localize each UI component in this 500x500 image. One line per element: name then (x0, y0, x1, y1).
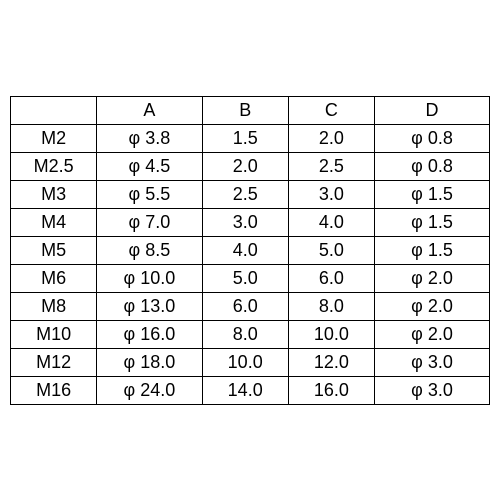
cell-b: 6.0 (202, 292, 288, 320)
row-label: M3 (11, 180, 97, 208)
cell-b: 4.0 (202, 236, 288, 264)
cell-c: 16.0 (288, 376, 374, 404)
table-row: M4 φ 7.0 3.0 4.0 φ 1.5 (11, 208, 490, 236)
table-body: M2 φ 3.8 1.5 2.0 φ 0.8 M2.5 φ 4.5 2.0 2.… (11, 124, 490, 404)
cell-b: 10.0 (202, 348, 288, 376)
table-row: M2.5 φ 4.5 2.0 2.5 φ 0.8 (11, 152, 490, 180)
spec-table-container: A B C D M2 φ 3.8 1.5 2.0 φ 0.8 M2.5 φ 4.… (10, 96, 490, 405)
header-d: D (375, 96, 490, 124)
cell-d: φ 2.0 (375, 264, 490, 292)
cell-b: 1.5 (202, 124, 288, 152)
table-row: M16 φ 24.0 14.0 16.0 φ 3.0 (11, 376, 490, 404)
cell-a: φ 18.0 (97, 348, 202, 376)
cell-d: φ 1.5 (375, 180, 490, 208)
table-row: M8 φ 13.0 6.0 8.0 φ 2.0 (11, 292, 490, 320)
header-b: B (202, 96, 288, 124)
cell-a: φ 3.8 (97, 124, 202, 152)
table-row: M2 φ 3.8 1.5 2.0 φ 0.8 (11, 124, 490, 152)
cell-a: φ 7.0 (97, 208, 202, 236)
table-row: M12 φ 18.0 10.0 12.0 φ 3.0 (11, 348, 490, 376)
header-blank (11, 96, 97, 124)
cell-b: 3.0 (202, 208, 288, 236)
cell-c: 2.0 (288, 124, 374, 152)
cell-d: φ 2.0 (375, 320, 490, 348)
table-row: M10 φ 16.0 8.0 10.0 φ 2.0 (11, 320, 490, 348)
row-label: M2 (11, 124, 97, 152)
cell-b: 8.0 (202, 320, 288, 348)
cell-c: 10.0 (288, 320, 374, 348)
row-label: M4 (11, 208, 97, 236)
cell-a: φ 4.5 (97, 152, 202, 180)
header-c: C (288, 96, 374, 124)
row-label: M10 (11, 320, 97, 348)
cell-a: φ 13.0 (97, 292, 202, 320)
cell-a: φ 8.5 (97, 236, 202, 264)
header-row: A B C D (11, 96, 490, 124)
cell-b: 2.5 (202, 180, 288, 208)
table-row: M3 φ 5.5 2.5 3.0 φ 1.5 (11, 180, 490, 208)
cell-c: 2.5 (288, 152, 374, 180)
header-a: A (97, 96, 202, 124)
row-label: M5 (11, 236, 97, 264)
cell-d: φ 1.5 (375, 236, 490, 264)
row-label: M8 (11, 292, 97, 320)
cell-a: φ 24.0 (97, 376, 202, 404)
cell-d: φ 1.5 (375, 208, 490, 236)
cell-d: φ 2.0 (375, 292, 490, 320)
table-row: M5 φ 8.5 4.0 5.0 φ 1.5 (11, 236, 490, 264)
cell-a: φ 16.0 (97, 320, 202, 348)
cell-b: 5.0 (202, 264, 288, 292)
cell-d: φ 0.8 (375, 152, 490, 180)
cell-d: φ 0.8 (375, 124, 490, 152)
row-label: M12 (11, 348, 97, 376)
cell-a: φ 10.0 (97, 264, 202, 292)
table-row: M6 φ 10.0 5.0 6.0 φ 2.0 (11, 264, 490, 292)
cell-b: 2.0 (202, 152, 288, 180)
cell-d: φ 3.0 (375, 376, 490, 404)
cell-c: 12.0 (288, 348, 374, 376)
spec-table: A B C D M2 φ 3.8 1.5 2.0 φ 0.8 M2.5 φ 4.… (10, 96, 490, 405)
cell-c: 5.0 (288, 236, 374, 264)
row-label: M2.5 (11, 152, 97, 180)
cell-c: 6.0 (288, 264, 374, 292)
cell-a: φ 5.5 (97, 180, 202, 208)
cell-c: 8.0 (288, 292, 374, 320)
row-label: M6 (11, 264, 97, 292)
table-header: A B C D (11, 96, 490, 124)
cell-c: 4.0 (288, 208, 374, 236)
cell-b: 14.0 (202, 376, 288, 404)
cell-d: φ 3.0 (375, 348, 490, 376)
cell-c: 3.0 (288, 180, 374, 208)
row-label: M16 (11, 376, 97, 404)
